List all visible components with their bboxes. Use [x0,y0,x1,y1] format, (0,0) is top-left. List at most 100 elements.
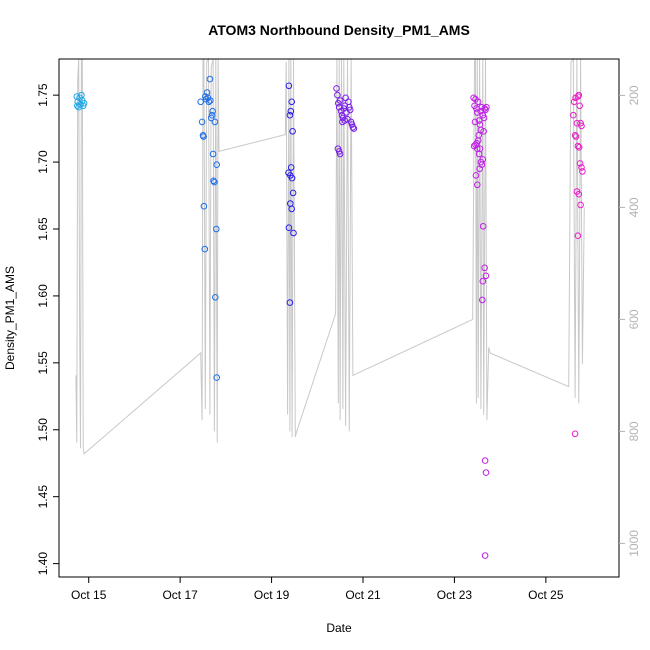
data-point [74,102,81,110]
data-point [208,111,216,119]
data-point [481,552,489,559]
x-tick-label: Oct 17 [162,588,198,602]
data-point [198,118,206,126]
scatter-points-layer [73,75,586,559]
data-point [334,91,341,99]
data-point [345,98,352,106]
data-point [474,181,481,189]
data-point [476,145,484,152]
data-point [336,150,344,158]
data-point [209,150,217,158]
data-point [571,430,579,438]
data-point [206,75,214,83]
pressure-series-layer [75,57,585,455]
x-tick-label: Oct 15 [71,588,107,602]
data-point [574,232,582,239]
data-point [475,117,483,124]
data-point [479,156,487,163]
y-tick-label: 1.70 [36,150,50,174]
data-point [341,102,349,110]
y-tick-label: 1.50 [36,418,50,442]
data-point [575,91,583,99]
data-point [285,224,293,231]
data-point [570,98,578,106]
data-point [210,177,217,185]
data-point [207,97,214,104]
data-point [578,122,585,130]
data-point [213,374,220,381]
series-5 [470,94,490,559]
data-point [575,144,583,151]
y2-tick-label: 1000 [627,530,641,557]
data-point [481,264,488,272]
data-point [336,97,344,104]
data-point [482,272,490,280]
data-point [482,106,489,114]
y2-axis: 200 400 600 800 1000 [619,85,641,557]
data-point [479,277,487,285]
data-point [289,128,296,135]
data-point [197,98,204,106]
y-tick-label: 1.60 [36,284,50,308]
data-point [481,105,488,112]
data-point [287,107,295,115]
x-axis: Oct 15 Oct 17 Oct 19 Oct 21 Oct 23 Oct 25 [71,577,564,602]
data-point [287,164,295,171]
data-point [574,93,582,100]
data-point [350,125,358,132]
series-1 [73,91,88,111]
data-point [576,160,584,167]
data-point [207,114,215,122]
data-point [205,98,213,106]
data-point [470,94,477,102]
data-point [288,205,296,213]
data-point [479,296,486,304]
data-point [578,164,585,171]
data-point [481,457,489,464]
data-point [572,133,580,140]
data-point [212,294,219,301]
data-point [200,133,207,140]
data-point [346,103,353,111]
series-3 [285,82,297,306]
x-tick-label: Oct 23 [437,588,473,602]
x-tick-label: Oct 19 [254,588,290,602]
data-point [201,245,209,253]
y-tick-label: 1.40 [36,552,50,576]
data-point [286,299,294,306]
data-point [471,118,479,126]
data-point [288,174,296,182]
x-tick-label: Oct 21 [345,588,381,602]
data-point [570,111,577,119]
data-point [80,99,88,107]
data-point [209,107,216,115]
chart-title: ATOM3 Northbound Density_PM1_AMS [208,22,470,38]
data-point [575,190,583,198]
series-2 [197,75,220,381]
data-point [483,103,490,111]
data-point [213,225,220,233]
y-axis: 1.40 1.45 1.50 1.55 1.60 1.65 1.70 1.75 [36,83,59,575]
data-point [289,189,297,197]
x-tick-label: Oct 25 [528,588,564,602]
y-tick-label: 1.75 [36,83,50,107]
data-point [579,168,586,175]
plot-frame [58,58,620,578]
data-point [348,121,356,128]
y2-tick-label: 200 [627,85,641,105]
data-point [479,223,487,230]
data-point [476,165,483,173]
data-point [571,132,579,139]
data-point [349,124,357,131]
data-point [285,82,293,90]
data-point [474,98,482,106]
data-point [576,102,584,110]
data-point [475,132,483,139]
data-point [346,106,354,114]
y-axis-label: Density_PM1_AMS [3,266,17,370]
y2-tick-label: 800 [627,421,641,441]
x-axis-label: Date [326,621,352,635]
y-tick-label: 1.45 [36,485,50,509]
data-point [200,202,208,210]
